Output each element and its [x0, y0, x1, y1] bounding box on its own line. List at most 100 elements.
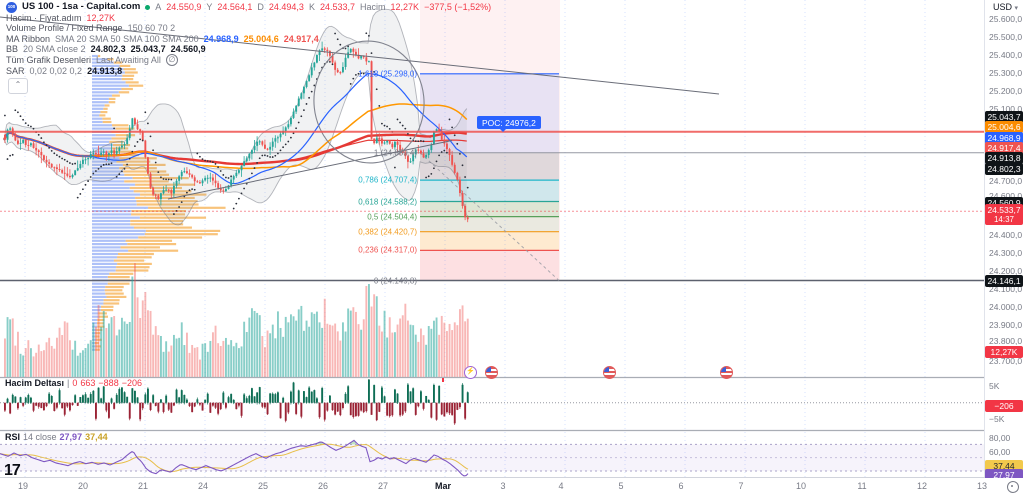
legend-text: 24.560,9 — [170, 44, 206, 55]
price-axis-label: 25.600,0 — [989, 14, 1023, 24]
legend-text: 24.564,1 — [217, 2, 253, 12]
volume-row[interactable]: Hacim · Fiyat.adım 12,27K — [6, 13, 492, 24]
legend-text: 25.043,7 — [130, 44, 166, 55]
price-axis-label: 25.500,0 — [989, 32, 1023, 42]
time-scale[interactable]: 19 20 21 24 25 26 27 Mar 3 4 5 6 7 10 11 12 13 — [0, 478, 1024, 494]
price-badge: −206 — [985, 400, 1023, 412]
legend-text: −206 — [121, 378, 142, 388]
price-badge: 25.043,7 — [985, 110, 1023, 123]
price-badge: 24.146,1 — [985, 275, 1023, 287]
price-axis-label: 5K — [989, 381, 1000, 391]
legend-text: RSI — [5, 432, 21, 442]
us-economic-event-flag-icon[interactable] — [720, 366, 733, 379]
price-axis-label: 23.900,0 — [989, 320, 1023, 330]
patterns-row[interactable]: Tüm Grafik Desenleri Last Awaiting All ∅ — [6, 54, 492, 67]
legend-text: Tüm Grafik Desenleri — [6, 54, 92, 65]
go-to-realtime-icon[interactable] — [1007, 481, 1019, 493]
price-axis-label: 25.100,0 — [989, 104, 1023, 114]
legend-text: −377,5 (−1,52%) — [424, 2, 492, 12]
legend-text: SAR — [6, 65, 25, 76]
volume-delta-legend[interactable]: Hacim Deltası | 0 663 −888 −206 — [5, 378, 145, 388]
legend-text: 24.802,3 — [90, 44, 126, 55]
fib-level-label: 0,5 (24.504,4) — [367, 212, 417, 222]
legend-text: 24.533,7 — [319, 2, 356, 12]
time-axis-label: 12 — [916, 481, 928, 491]
session-marker — [442, 378, 444, 382]
fib-level-label: 0,618 (24.588,2) — [358, 197, 417, 206]
fib-level-label: 1,618 (25.298,0) — [358, 69, 417, 79]
price-axis-label: 24.700,0 — [989, 176, 1023, 186]
time-axis-label: 11 — [857, 481, 867, 491]
legend-text: K — [308, 2, 315, 12]
time-axis-label: 10 — [795, 481, 807, 491]
price-axis-label: 23.800,0 — [989, 336, 1023, 346]
sar-row[interactable]: SAR 0,02 0,02 0,2 24.913,8 — [6, 66, 492, 77]
price-badge: 12,27K — [985, 346, 1023, 358]
legend-text: 12,27K — [390, 2, 420, 12]
price-axis-label: 23.700,0 — [989, 356, 1023, 366]
currency-selector[interactable]: USD ▾ — [993, 2, 1018, 12]
legend-text: SMA 20 SMA 50 SMA 100 SMA 200 — [55, 33, 199, 44]
us-economic-event-flag-icon[interactable] — [485, 366, 498, 379]
legend-text: US 100 - 1sa - Capital.com — [22, 1, 141, 12]
price-axis-label: 25.400,0 — [989, 50, 1023, 60]
time-axis-label: 19 — [17, 481, 29, 491]
fib-level-label: 0,786 (24.707,4) — [358, 175, 417, 185]
time-axis-label: 5 — [618, 481, 624, 491]
rsi-legend[interactable]: RSI 14 close 27,97 37,44 — [5, 432, 111, 442]
legend-text: A — [155, 2, 162, 12]
symbol-row[interactable]: 100 US 100 - 1sa - Capital.com A 24.550,9 Y 2… — [6, 1, 492, 13]
legend-text: 24.913,8 — [87, 65, 123, 76]
price-axis-label: 24.200,0 — [989, 266, 1023, 276]
legend-text: 0 — [72, 378, 78, 388]
us-economic-event-flag-icon[interactable] — [603, 366, 616, 379]
fib-level-label: 0,236 (24.317,0) — [358, 245, 417, 255]
price-badge: 24.802,3 — [985, 162, 1023, 175]
price-badge: 24.533,7 14:37 — [985, 203, 1023, 225]
legend-text: 27,97 — [59, 432, 83, 442]
price-axis-label: 25.200,0 — [989, 86, 1023, 96]
price-axis-label: 24.000,0 — [989, 302, 1023, 312]
price-badge: 27,97 — [985, 468, 1023, 481]
time-axis-label: 26 — [317, 481, 329, 491]
legend-text: Hacim · Fiyat.adım — [6, 12, 82, 23]
legend-text: 0,02 0,02 0,2 — [29, 65, 83, 76]
time-axis-label: 6 — [678, 481, 684, 491]
legend-text: MA Ribbon — [6, 33, 51, 44]
legend-text: 25.004,6 — [243, 33, 279, 44]
legend-collapse-button[interactable]: ⌃ — [8, 78, 28, 94]
legend-text: Y — [206, 2, 213, 12]
hidden-eye-icon[interactable]: ∅ — [165, 54, 178, 67]
price-axis-label: 24.600,0 — [989, 191, 1022, 201]
legend-text: 24.968,9 — [203, 33, 239, 44]
price-scale[interactable]: 25.600,0 25.500,0 25.400,0 25.300,0 25.200,0… — [985, 0, 1024, 485]
time-axis-label: 13 — [976, 481, 988, 491]
time-axis-label: 7 — [738, 481, 744, 491]
legend-text: 20 SMA close 2 — [23, 44, 86, 55]
price-badge: 24.917,4 — [985, 142, 1023, 154]
time-axis-label: 4 — [558, 481, 564, 491]
legend-text: 24.917,4 — [283, 33, 319, 44]
price-axis-label: 60,00 — [989, 447, 1011, 457]
legend-text: 150 60 70 2 — [127, 23, 176, 34]
price-badge: 25.004,6 — [985, 121, 1023, 133]
ma-ribbon-row[interactable]: MA Ribbon SMA 20 SMA 50 SMA 100 SMA 200 24… — [6, 34, 492, 45]
time-axis-label: 24 — [197, 481, 209, 491]
price-axis-label: 80,00 — [989, 433, 1011, 443]
price-axis-label: 24.300,0 — [989, 248, 1023, 258]
fib-level-label: 1 (24.859,4) — [373, 148, 417, 158]
bb-row[interactable]: BB 20 SMA close 2 24.802,3 25.043,7 24.560,9 — [6, 44, 492, 55]
legend-text: 24.494,3 — [268, 2, 304, 12]
legend-text: 663 — [80, 378, 96, 388]
currency-label: USD — [992, 2, 1012, 12]
time-axis-label: 27 — [377, 481, 389, 491]
legend-text: | — [67, 378, 70, 388]
price-badge: 24.913,8 — [985, 152, 1023, 164]
tradingview-logo[interactable]: 17 — [4, 462, 21, 479]
price-axis-label: 25.300,0 — [989, 68, 1023, 78]
volume-profile-row[interactable]: Volume Profile / Fixed Range 150 60 70 2 — [6, 23, 492, 34]
legend-text: Volume Profile / Fixed Range — [6, 23, 123, 34]
alert-event-icon[interactable]: ⚡ — [464, 366, 477, 379]
